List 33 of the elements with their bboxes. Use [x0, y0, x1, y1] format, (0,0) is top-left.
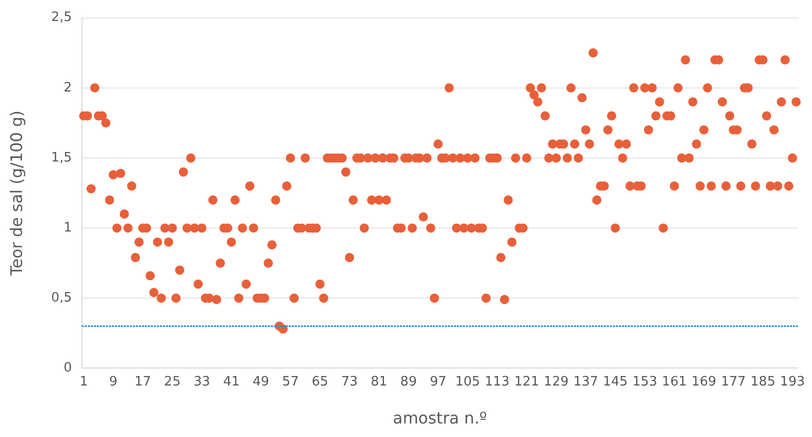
- x-tick-label: 33: [194, 374, 210, 390]
- x-tick-label: 9: [109, 374, 118, 390]
- x-axis-title: amostra n.º: [392, 408, 487, 428]
- x-tick-label: 153: [632, 374, 658, 390]
- y-tick-label: 0: [64, 360, 72, 376]
- x-tick-label: 25: [164, 374, 181, 390]
- x-tick-label: 121: [514, 374, 540, 390]
- x-tick-label: 137: [573, 374, 598, 390]
- x-tick-label: 145: [602, 374, 628, 390]
- y-tick-label: 2,5: [51, 10, 72, 26]
- y-tick-label: 1: [64, 220, 72, 236]
- x-tick-label: 185: [750, 374, 776, 390]
- x-tick-label: 73: [341, 374, 358, 390]
- y-axis-title: Teor de sal (g/100 g): [6, 110, 26, 276]
- x-tick-label: 97: [430, 374, 446, 390]
- y-tick-label: 2: [64, 80, 72, 96]
- x-tick-label: 17: [134, 374, 152, 390]
- x-tick-label: 113: [484, 374, 510, 390]
- x-tick-label: 57: [282, 374, 299, 390]
- x-tick-label: 49: [252, 374, 270, 390]
- x-tick-label: 41: [223, 374, 240, 390]
- y-tick-label: 1,5: [51, 150, 72, 166]
- y-tick-label: 0,5: [51, 290, 72, 306]
- x-tick-label: 161: [662, 374, 687, 390]
- x-tick-label: 1: [80, 374, 88, 390]
- x-tick-label: 177: [720, 374, 746, 390]
- x-tick-label: 89: [400, 374, 417, 390]
- x-tick-label: 129: [544, 374, 569, 390]
- x-tick-label: 105: [455, 374, 480, 390]
- x-tick-label: 65: [312, 374, 328, 390]
- x-tick-label: 81: [370, 374, 388, 390]
- x-tick-label: 193: [780, 374, 805, 390]
- x-tick-label: 169: [691, 374, 716, 390]
